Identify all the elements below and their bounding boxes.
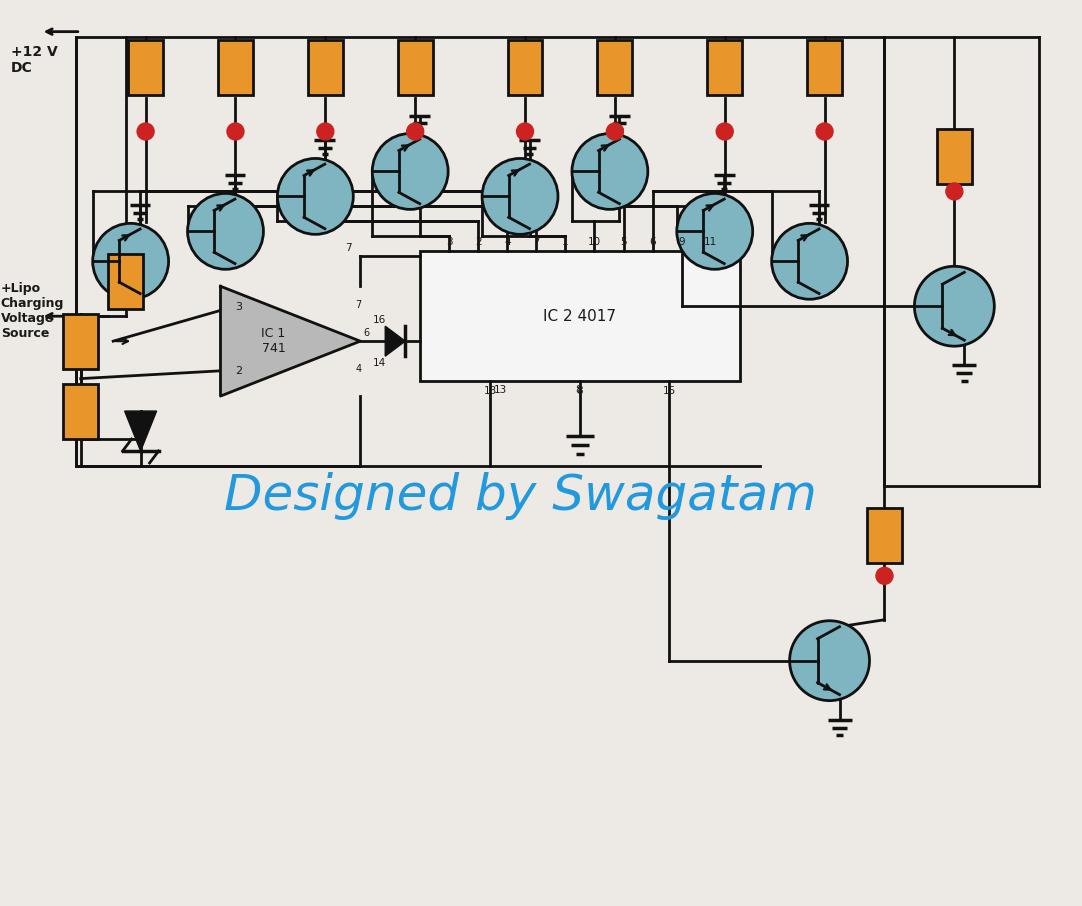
Text: 13: 13 (484, 386, 497, 396)
Bar (708, 40, 742, 94)
Text: 2: 2 (236, 366, 242, 376)
Circle shape (516, 123, 533, 140)
Text: 7: 7 (345, 244, 352, 254)
Polygon shape (124, 411, 157, 451)
Text: 10: 10 (588, 237, 601, 247)
Text: 3: 3 (446, 237, 452, 247)
Text: 13: 13 (493, 385, 506, 395)
Text: 1: 1 (563, 237, 569, 247)
Text: 4: 4 (355, 364, 361, 374)
Bar (217, 40, 253, 94)
Circle shape (317, 123, 334, 140)
Text: 4: 4 (504, 237, 511, 247)
Circle shape (483, 159, 558, 235)
Circle shape (771, 224, 847, 299)
Text: 2: 2 (475, 237, 481, 247)
Circle shape (876, 567, 893, 584)
Bar (807, 40, 842, 94)
Circle shape (677, 193, 753, 269)
Text: IC 2 4017: IC 2 4017 (543, 309, 617, 323)
Text: 14: 14 (373, 358, 386, 368)
Text: 7: 7 (533, 237, 540, 247)
Bar (597, 40, 632, 94)
Text: IC 1
741: IC 1 741 (262, 327, 286, 355)
Bar (507, 40, 542, 94)
Text: +12 V
DC: +12 V DC (11, 44, 57, 75)
Bar (63, 313, 98, 369)
Circle shape (137, 123, 154, 140)
Bar (398, 40, 433, 94)
Bar (108, 254, 143, 309)
Text: +Lipo
Charging
Voltage
Source: +Lipo Charging Voltage Source (1, 282, 64, 341)
Circle shape (187, 193, 263, 269)
Bar (867, 508, 902, 564)
Circle shape (93, 224, 169, 299)
Bar (420, 251, 740, 381)
Text: 8: 8 (575, 385, 581, 395)
Text: 16: 16 (373, 315, 386, 325)
Circle shape (372, 133, 448, 209)
Circle shape (572, 133, 648, 209)
Circle shape (790, 621, 870, 700)
Bar (937, 129, 972, 184)
Circle shape (716, 123, 734, 140)
Bar (128, 40, 163, 94)
Text: 11: 11 (704, 237, 717, 247)
Text: 3: 3 (236, 303, 242, 313)
Bar (63, 383, 98, 439)
Circle shape (606, 123, 623, 140)
Polygon shape (385, 326, 405, 356)
Text: 7: 7 (355, 300, 361, 310)
Text: 15: 15 (663, 386, 676, 396)
Text: 6: 6 (649, 237, 656, 247)
Bar (308, 40, 343, 94)
Circle shape (816, 123, 833, 140)
Circle shape (407, 123, 424, 140)
Text: 5: 5 (620, 237, 626, 247)
Circle shape (946, 183, 963, 200)
Text: Designed by Swagatam: Designed by Swagatam (224, 472, 817, 520)
Text: 8: 8 (577, 386, 583, 396)
Circle shape (227, 123, 243, 140)
Text: 6: 6 (364, 328, 369, 338)
Polygon shape (221, 286, 360, 396)
Circle shape (914, 266, 994, 346)
Text: 9: 9 (678, 237, 685, 247)
Circle shape (277, 159, 354, 235)
